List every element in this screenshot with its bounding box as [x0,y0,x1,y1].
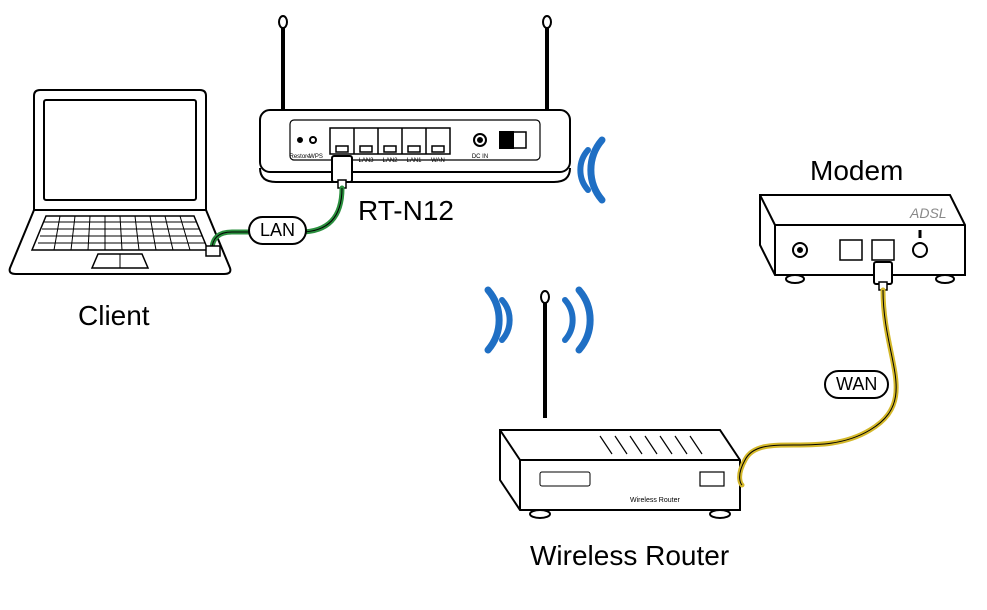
bottom-router-brand-text: Wireless Router [630,497,680,504]
svg-text:LAN2: LAN2 [382,158,398,164]
wan-badge: WAN [824,370,889,399]
wifi-signal-rtn12 [580,140,602,200]
svg-text:DC IN: DC IN [472,154,488,160]
wifi-signal-wireless-router [488,290,590,350]
wireless-router-icon [500,291,740,518]
svg-text:WPS: WPS [309,154,323,160]
rtn12-label: RT-N12 [358,195,454,227]
client-label: Client [78,300,150,332]
svg-text:LAN3: LAN3 [358,158,374,164]
lan-badge: LAN [248,216,307,245]
svg-text:Restore: Restore [289,154,311,160]
laptop-icon [10,90,231,274]
modem-brand-text: ADSL [909,205,947,221]
wireless-router-label: Wireless Router [530,540,729,572]
modem-label: Modem [810,155,903,187]
svg-text:LAN1: LAN1 [406,158,422,164]
svg-text:WAN: WAN [431,158,445,164]
